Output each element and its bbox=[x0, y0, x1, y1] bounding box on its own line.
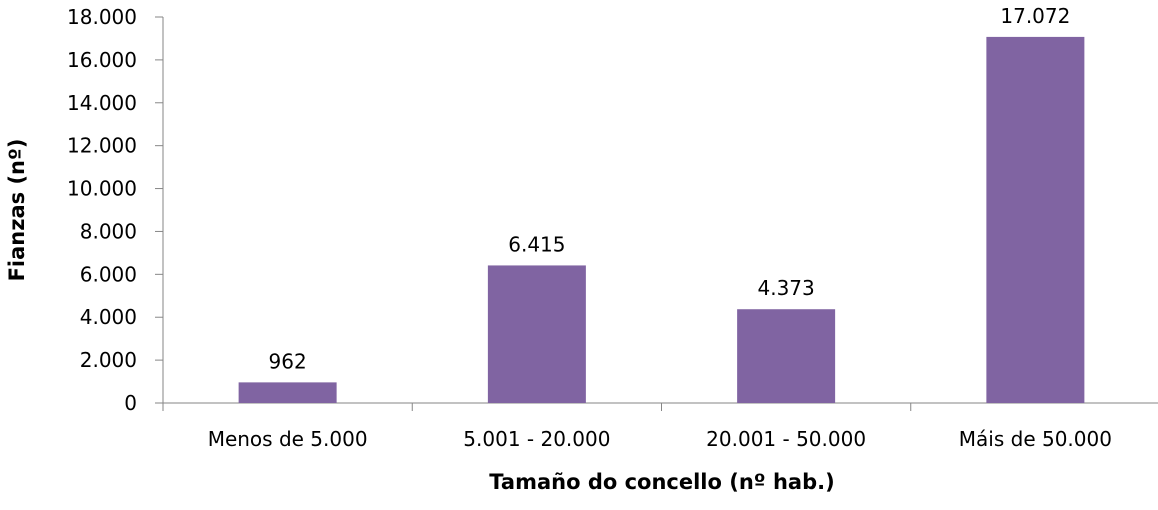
y-tick-label: 8.000 bbox=[80, 219, 137, 243]
y-tick-label: 0 bbox=[124, 391, 137, 415]
bar bbox=[487, 265, 586, 403]
x-tick-label: Menos de 5.000 bbox=[208, 427, 368, 451]
y-tick-label: 18.000 bbox=[67, 5, 137, 29]
data-label: 17.072 bbox=[1000, 4, 1070, 28]
y-axis-title: Fianzas (nº) bbox=[5, 139, 29, 282]
data-label: 4.373 bbox=[757, 276, 814, 300]
y-tick-label: 16.000 bbox=[67, 48, 137, 72]
x-tick-label: 20.001 - 50.000 bbox=[706, 427, 866, 451]
y-tick-label: 4.000 bbox=[80, 305, 137, 329]
bar bbox=[238, 382, 337, 403]
y-tick-label: 6.000 bbox=[80, 262, 137, 286]
y-tick-label: 12.000 bbox=[67, 134, 137, 158]
x-tick-label: 5.001 - 20.000 bbox=[463, 427, 610, 451]
bar bbox=[737, 309, 836, 403]
data-label: 6.415 bbox=[508, 232, 565, 256]
x-axis-title: Tamaño do concello (nº hab.) bbox=[489, 470, 834, 494]
y-tick-label: 2.000 bbox=[80, 348, 137, 372]
bar bbox=[986, 36, 1085, 403]
y-tick-label: 14.000 bbox=[67, 91, 137, 115]
x-tick-label: Máis de 50.000 bbox=[959, 427, 1112, 451]
y-tick-label: 10.000 bbox=[67, 177, 137, 201]
data-label: 962 bbox=[269, 349, 307, 373]
